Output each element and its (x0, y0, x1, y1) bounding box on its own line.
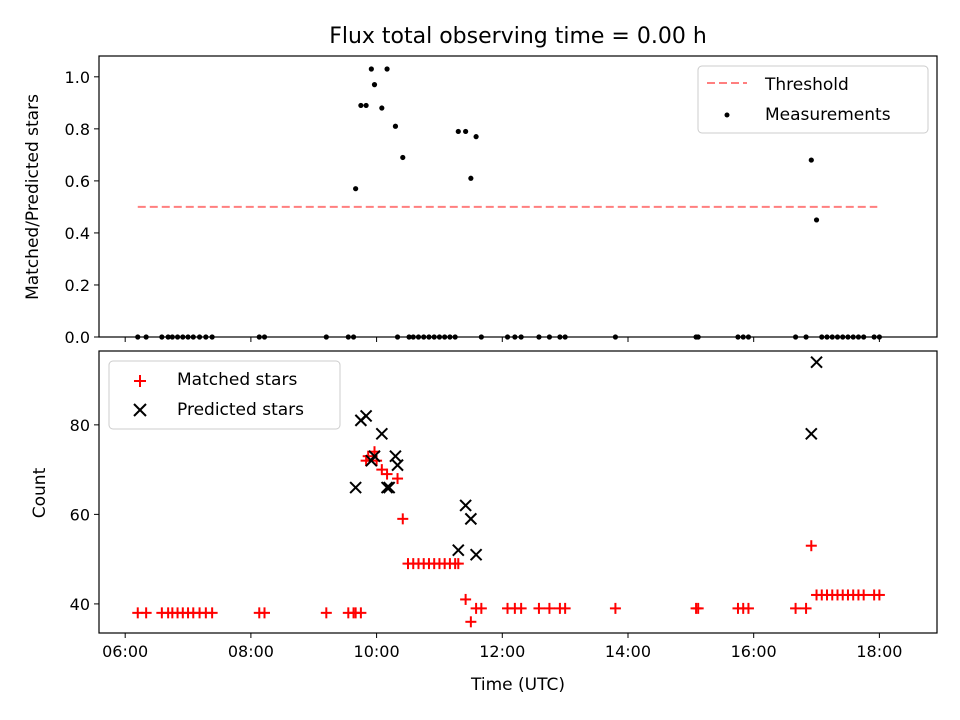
measurement-point (813, 217, 820, 223)
predicted-stars-legend-label: Predicted stars (177, 400, 304, 420)
measurement-point (379, 105, 385, 111)
matched-star-point (397, 513, 409, 525)
bottom-x-axis-label: Time (UTC) (470, 675, 565, 695)
predicted-star-point (452, 543, 465, 557)
x-tick-label: 14:00 (605, 642, 651, 661)
measurement-point (463, 128, 469, 135)
measurement-point (353, 186, 359, 192)
predicted-star-point (380, 481, 394, 494)
matched-star-point (742, 602, 754, 614)
bottom-plot-area (132, 355, 885, 628)
matched-star-point (559, 602, 571, 614)
matched-star-point (858, 589, 870, 601)
measurement-point (400, 154, 406, 161)
matched-star-point (609, 602, 621, 614)
matched-star-point (140, 607, 152, 619)
matched-stars-legend-marker (134, 375, 146, 387)
x-tick-label: 12:00 (479, 642, 525, 661)
predicted-star-point (389, 449, 402, 463)
measurement-point (808, 157, 814, 163)
measurement-point (473, 134, 479, 140)
predicted-star-point (810, 355, 823, 369)
predicted-star-point (464, 512, 478, 526)
measurement-point (392, 123, 399, 129)
top-y-axis-label: Matched/Predicted stars (23, 94, 43, 300)
x-tick-label: 18:00 (856, 642, 902, 661)
matched-star-point (543, 602, 555, 614)
measurement-point (468, 175, 474, 181)
top-y-tick-label: 0.2 (65, 276, 90, 295)
predicted-star-point (459, 499, 472, 512)
bottom-y-tick-label: 80 (70, 416, 90, 435)
matched-star-point (533, 602, 545, 614)
top-y-tick-label: 0.6 (65, 172, 90, 191)
measurement-point (363, 102, 369, 109)
matched-star-point (392, 473, 404, 485)
predicted-star-point (382, 481, 396, 494)
matched-star-point (790, 602, 802, 614)
matched-star-point (381, 468, 393, 480)
top-y-tick-label: 0.4 (65, 224, 90, 243)
matched-star-point (259, 607, 271, 619)
predicted-stars-legend-marker (133, 403, 147, 417)
x-tick-label: 10:00 (354, 642, 400, 661)
predicted-star-point (469, 548, 483, 561)
matched-star-point (692, 602, 704, 614)
measurement-point (371, 82, 378, 88)
top-y-tick-label: 0.8 (65, 120, 90, 139)
top-axes-frame (98, 55, 938, 338)
measurement-point (455, 128, 461, 135)
top-y-tick-label: 1.0 (65, 68, 90, 87)
bottom-legend: Matched stars Predicted stars (108, 360, 341, 430)
bottom-axes-frame (98, 350, 938, 634)
matched-star-point (800, 602, 812, 614)
matched-star-point (515, 602, 527, 614)
matched-star-point (475, 602, 487, 614)
predicted-star-point (391, 458, 404, 472)
predicted-star-point (359, 409, 373, 423)
bottom-legend-box (108, 360, 341, 430)
top-subplot: 0.0 0.2 0.4 0.6 0.8 1.0 Matched/Predicted sta… (23, 55, 938, 347)
top-plot-area (135, 66, 882, 340)
bottom-y-tick-label: 40 (70, 595, 90, 614)
measurement-point (358, 102, 364, 109)
predicted-star-point (368, 449, 381, 463)
matched-star-point (460, 593, 472, 605)
bottom-y-axis-label: Count (30, 467, 50, 518)
matched-star-point (355, 607, 367, 619)
matched-star-point (452, 558, 464, 570)
top-chart-title: Flux total observing time = 0.00 h (329, 24, 707, 49)
measurement-point (384, 66, 390, 72)
top-y-tick-label: 0.0 (65, 328, 90, 347)
matched-star-point (206, 607, 218, 619)
bottom-axis-ticks: 06:00 08:00 10:00 12:00 14:00 16:00 18:00 40 60 8… (70, 416, 903, 661)
top-legend: Threshold Measurements (697, 65, 929, 134)
matched-star-point (805, 540, 817, 552)
predicted-star-point (375, 427, 389, 441)
predicted-star-point (805, 427, 818, 441)
measurement-point (368, 66, 374, 72)
x-tick-label: 06:00 (102, 642, 148, 661)
top-legend-box (697, 65, 929, 134)
bottom-y-tick-label: 60 (70, 505, 90, 524)
x-tick-label: 16:00 (731, 642, 777, 661)
matched-star-point (465, 616, 477, 628)
matched-star-point (320, 607, 332, 619)
x-tick-label: 08:00 (228, 642, 274, 661)
predicted-star-point (349, 481, 362, 494)
top-axis-ticks: 0.0 0.2 0.4 0.6 0.8 1.0 (65, 68, 880, 347)
threshold-legend-label: Threshold (764, 75, 849, 95)
bottom-subplot: 06:00 08:00 10:00 12:00 14:00 16:00 18:00 40 60 8… (30, 350, 938, 695)
measurements-legend-marker (724, 112, 730, 118)
measurements-legend-label: Measurements (765, 105, 891, 125)
matched-star-point (873, 589, 885, 601)
matched-stars-legend-label: Matched stars (177, 370, 297, 390)
